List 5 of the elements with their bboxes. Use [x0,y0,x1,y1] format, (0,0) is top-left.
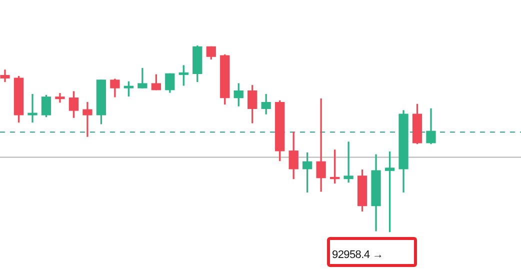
candlestick [344,142,354,183]
candlestick [82,102,92,137]
candlestick [28,94,38,123]
candlestick [316,98,326,192]
callout-frame: 92958.4 → [327,237,417,267]
